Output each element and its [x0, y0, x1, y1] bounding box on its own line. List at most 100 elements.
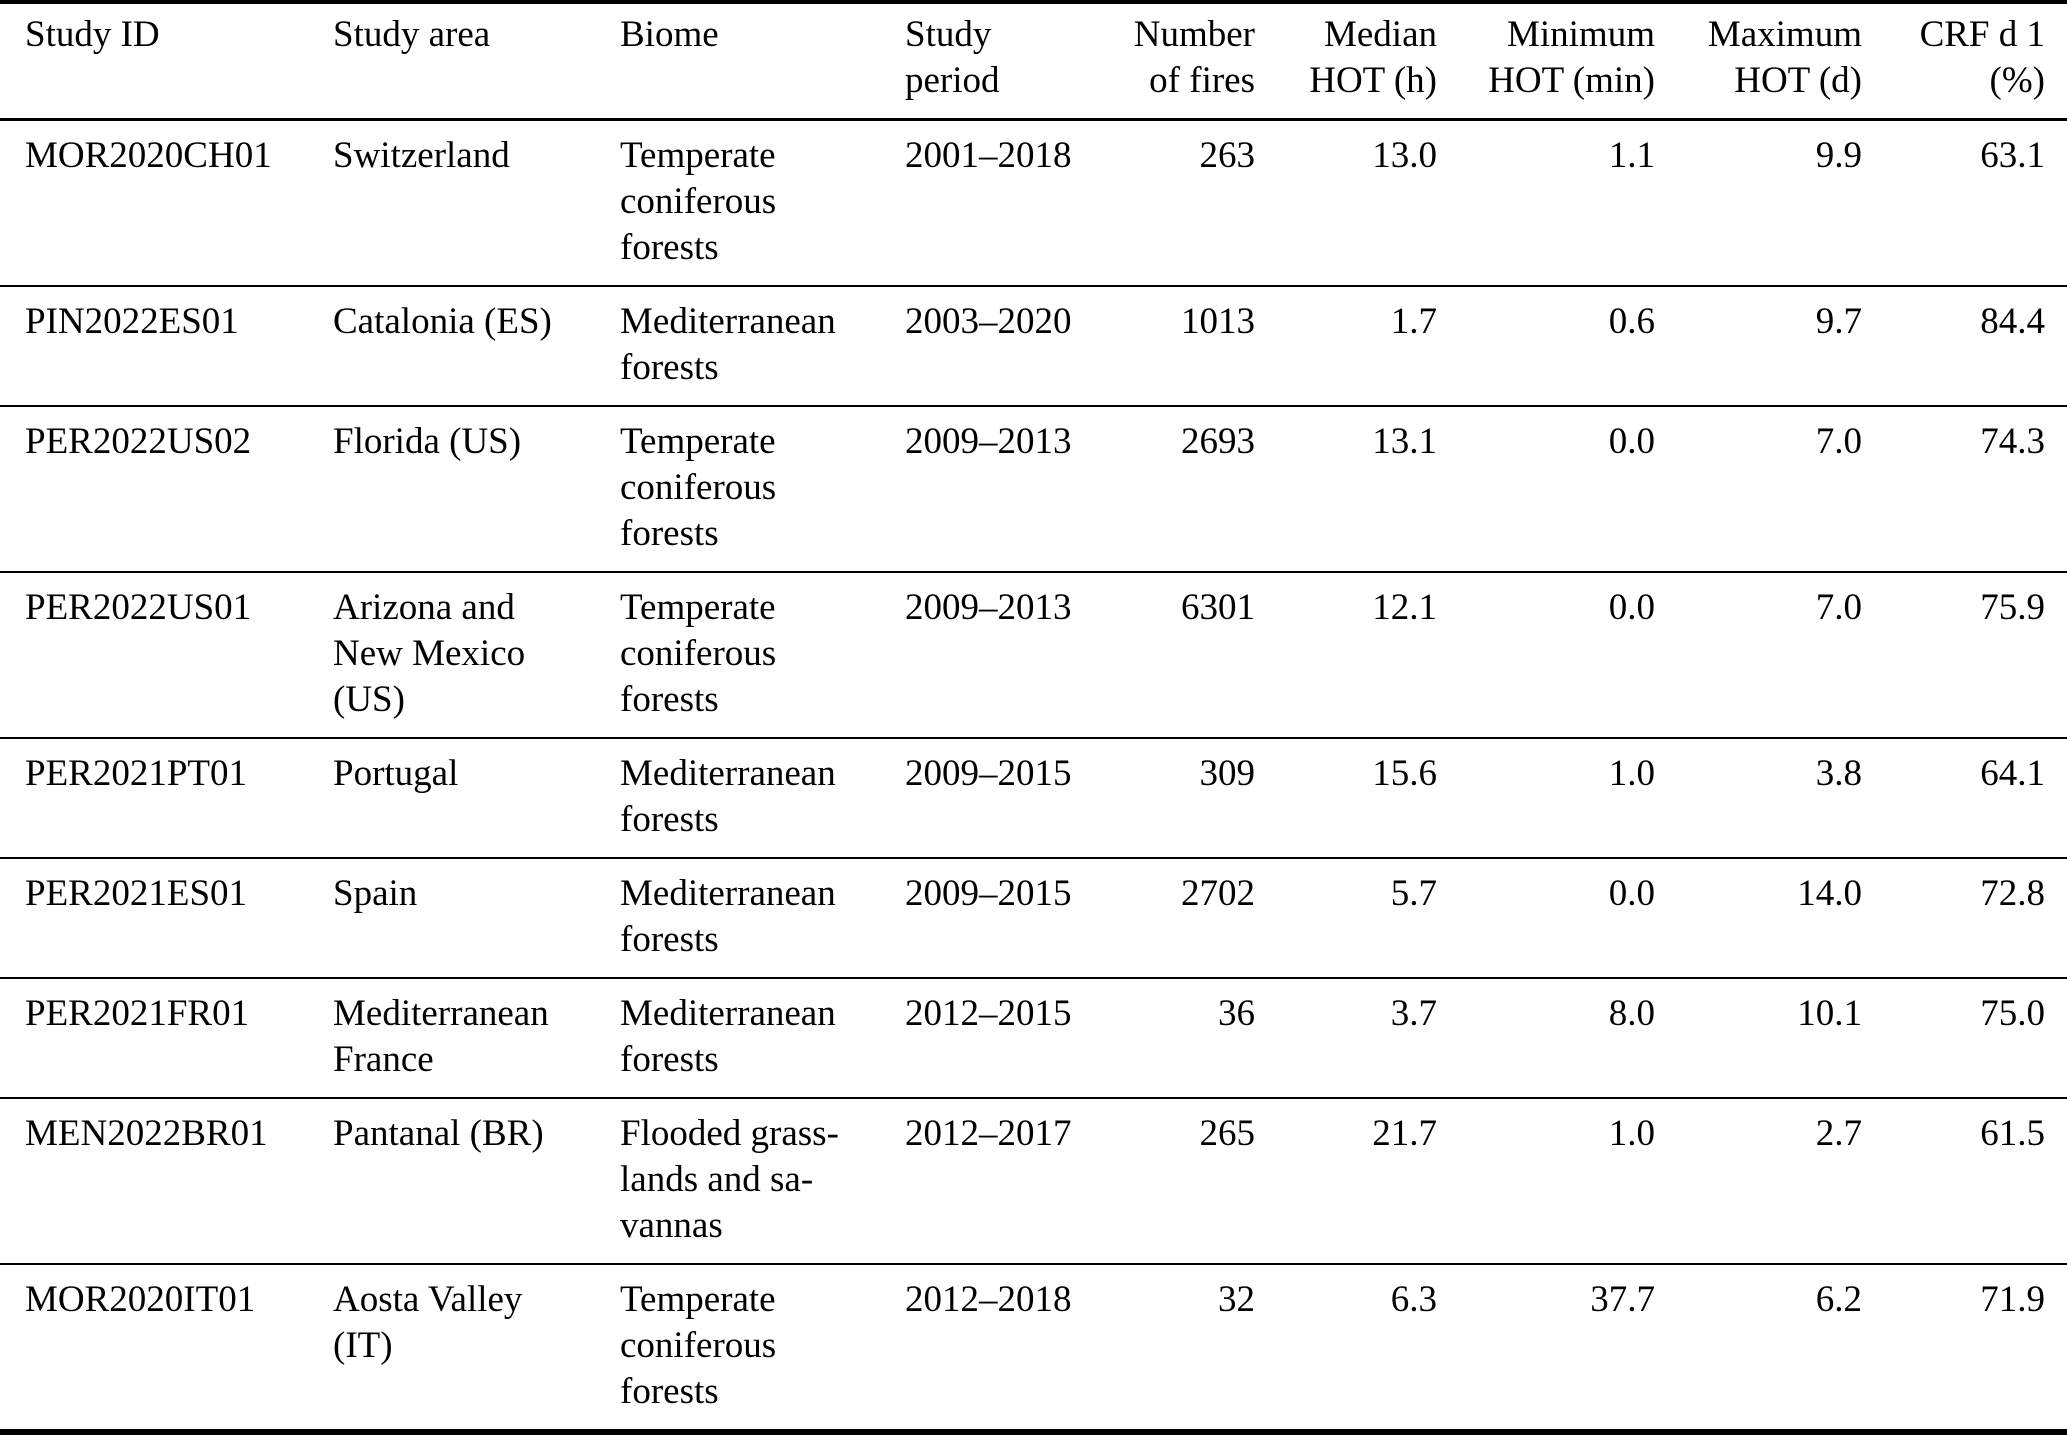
number-of-fires-cell: 36 [1218, 993, 1255, 1034]
biome-cell: Flooded grass- lands and sa- vannas [620, 1113, 839, 1246]
study-id-cell: PER2022US02 [25, 421, 252, 462]
crf-cell: 72.8 [1980, 873, 2045, 914]
minimum-hot-cell: 0.0 [1608, 873, 1655, 914]
study-period-cell: 2009–2013 [905, 587, 1072, 628]
study-period-cell: 2009–2015 [905, 873, 1072, 914]
study-id-cell: PIN2022ES01 [25, 301, 239, 342]
median-hot-cell: 21.7 [1372, 1113, 1437, 1154]
column-header-maximum-hot: Maximum HOT (d) [1707, 14, 1862, 101]
table-row: PER2021PT01 Portugal Mediterranean fores… [0, 738, 2067, 858]
minimum-hot-cell: 1.0 [1608, 753, 1655, 794]
study-period-cell: 2012–2015 [905, 993, 1072, 1034]
number-of-fires-cell: 6301 [1181, 587, 1255, 628]
crf-cell: 63.1 [1980, 135, 2045, 176]
number-of-fires-cell: 265 [1199, 1113, 1256, 1154]
study-area-cell: Switzerland [333, 135, 510, 176]
maximum-hot-cell: 7.0 [1815, 421, 1862, 462]
crf-cell: 74.3 [1980, 421, 2045, 462]
maximum-hot-cell: 14.0 [1797, 873, 1862, 914]
study-area-cell: Aosta Valley (IT) [333, 1279, 523, 1366]
study-area-cell: Pantanal (BR) [333, 1113, 544, 1154]
biome-cell: Mediterranean forests [620, 993, 836, 1080]
maximum-hot-cell: 9.9 [1815, 135, 1862, 176]
biome-cell: Mediterranean forests [620, 753, 836, 840]
minimum-hot-cell: 1.0 [1608, 1113, 1655, 1154]
study-period-cell: 2003–2020 [905, 301, 1072, 342]
study-area-cell: Spain [333, 873, 418, 914]
crf-cell: 71.9 [1980, 1279, 2045, 1320]
biome-cell: Temperate coniferous forests [620, 1279, 777, 1412]
maximum-hot-cell: 6.2 [1815, 1279, 1862, 1320]
number-of-fires-cell: 263 [1199, 135, 1256, 176]
median-hot-cell: 12.1 [1372, 587, 1437, 628]
biome-cell: Mediterranean forests [620, 873, 836, 960]
column-header-study-id: Study ID [25, 14, 160, 55]
minimum-hot-cell: 0.0 [1608, 587, 1655, 628]
minimum-hot-cell: 37.7 [1590, 1279, 1655, 1320]
table-row: MEN2022BR01 Pantanal (BR) Flooded grass-… [0, 1098, 2067, 1264]
study-id-cell: PER2022US01 [25, 587, 252, 628]
study-id-cell: PER2021PT01 [25, 753, 248, 794]
study-id-cell: MOR2020IT01 [25, 1279, 256, 1320]
median-hot-cell: 3.7 [1390, 993, 1437, 1034]
crf-cell: 61.5 [1980, 1113, 2045, 1154]
table-row: MOR2020CH01 Switzerland Temperate conife… [0, 120, 2067, 286]
study-id-cell: PER2021FR01 [25, 993, 250, 1034]
table-row: PIN2022ES01 Catalonia (ES) Mediterranean… [0, 286, 2067, 406]
study-period-cell: 2012–2018 [905, 1279, 1072, 1320]
column-header-study-period: Study period [905, 14, 1000, 101]
biome-cell: Temperate coniferous forests [620, 135, 777, 268]
number-of-fires-cell: 2702 [1181, 873, 1255, 914]
column-header-crf-d1: CRF d 1 (%) [1919, 14, 2045, 101]
median-hot-cell: 5.7 [1390, 873, 1437, 914]
crf-cell: 84.4 [1980, 301, 2045, 342]
median-hot-cell: 6.3 [1390, 1279, 1437, 1320]
column-header-minimum-hot: Minimum HOT (min) [1488, 14, 1655, 101]
table-row: PER2022US02 Florida (US) Temperate conif… [0, 406, 2067, 572]
study-area-cell: Portugal [333, 753, 459, 794]
median-hot-cell: 1.7 [1390, 301, 1437, 342]
biome-cell: Temperate coniferous forests [620, 587, 777, 720]
minimum-hot-cell: 8.0 [1608, 993, 1655, 1034]
biome-cell: Temperate coniferous forests [620, 421, 777, 554]
table-row: MOR2020IT01 Aosta Valley (IT) Temperate … [0, 1264, 2067, 1432]
maximum-hot-cell: 3.8 [1815, 753, 1862, 794]
column-header-biome: Biome [620, 14, 719, 55]
table-body: MOR2020CH01 Switzerland Temperate conife… [0, 120, 2067, 1432]
number-of-fires-cell: 2693 [1181, 421, 1255, 462]
crf-cell: 75.9 [1980, 587, 2045, 628]
crf-cell: 64.1 [1980, 753, 2045, 794]
median-hot-cell: 13.1 [1372, 421, 1437, 462]
study-id-cell: MEN2022BR01 [25, 1113, 268, 1154]
biome-cell: Mediterranean forests [620, 301, 836, 388]
column-header-study-area: Study area [333, 14, 491, 55]
minimum-hot-cell: 0.6 [1608, 301, 1655, 342]
minimum-hot-cell: 1.1 [1608, 135, 1655, 176]
median-hot-cell: 15.6 [1372, 753, 1437, 794]
study-area-cell: Florida (US) [333, 421, 522, 462]
maximum-hot-cell: 2.7 [1815, 1113, 1862, 1154]
study-period-cell: 2012–2017 [905, 1113, 1072, 1154]
number-of-fires-cell: 32 [1218, 1279, 1255, 1320]
maximum-hot-cell: 10.1 [1797, 993, 1862, 1034]
minimum-hot-cell: 0.0 [1608, 421, 1655, 462]
study-area-cell: Catalonia (ES) [333, 301, 552, 342]
median-hot-cell: 13.0 [1372, 135, 1437, 176]
table-row: PER2021ES01 Spain Mediterranean forests … [0, 858, 2067, 978]
table-row: PER2021FR01 Mediterranean France Mediter… [0, 978, 2067, 1098]
study-id-cell: PER2021ES01 [25, 873, 248, 914]
header-row: Study ID Study area Biome Study period N… [0, 2, 2067, 120]
maximum-hot-cell: 9.7 [1815, 301, 1862, 342]
maximum-hot-cell: 7.0 [1815, 587, 1862, 628]
study-area-cell: Mediterranean France [333, 993, 549, 1080]
study-area-cell: Arizona and New Mexico (US) [333, 587, 526, 720]
study-period-cell: 2009–2015 [905, 753, 1072, 794]
study-id-cell: MOR2020CH01 [25, 135, 272, 176]
number-of-fires-cell: 1013 [1181, 301, 1255, 342]
table-row: PER2022US01 Arizona and New Mexico (US) … [0, 572, 2067, 738]
column-header-number-of-fires: Number of fires [1133, 14, 1255, 101]
column-header-median-hot: Median HOT (h) [1309, 14, 1437, 101]
study-period-cell: 2009–2013 [905, 421, 1072, 462]
number-of-fires-cell: 309 [1199, 753, 1256, 794]
